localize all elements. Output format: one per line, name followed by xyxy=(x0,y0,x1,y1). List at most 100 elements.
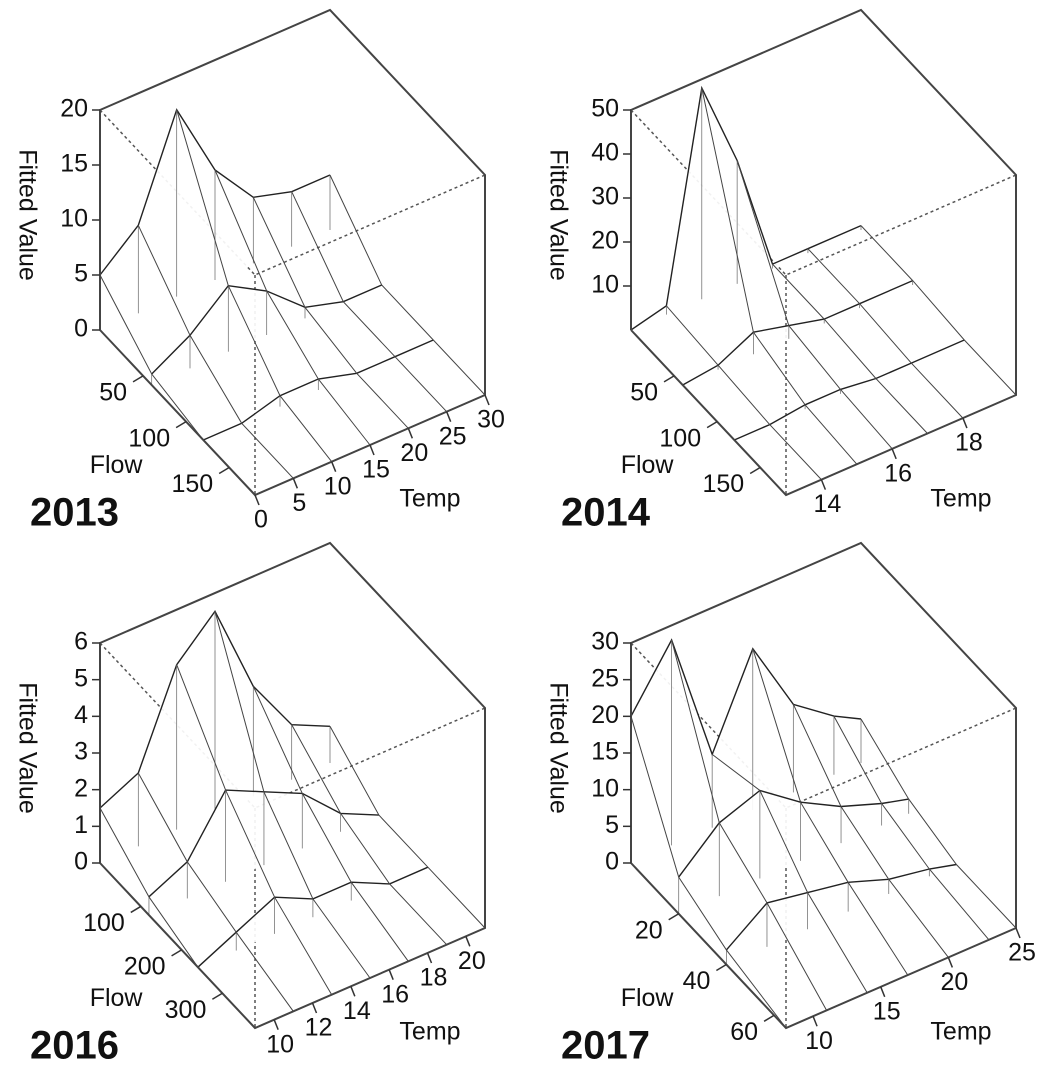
surface-column xyxy=(214,611,371,979)
x-tick xyxy=(820,479,827,490)
y-tick xyxy=(749,466,761,475)
x-tick xyxy=(273,1019,279,1030)
z-axis-label: Fitted Value xyxy=(544,682,572,814)
x-tick xyxy=(445,411,452,422)
y-tick xyxy=(218,466,230,475)
x-tick-label: 20 xyxy=(940,968,968,996)
x-tick-label: 18 xyxy=(955,429,983,457)
x-tick xyxy=(484,394,490,406)
y-tick xyxy=(763,1014,775,1022)
x-tick xyxy=(369,444,375,456)
x-axis-label: Temp xyxy=(930,485,991,513)
x-tick xyxy=(812,1015,818,1027)
x-tick-label: 0 xyxy=(254,506,268,534)
x-tick xyxy=(388,969,394,980)
y-axis-label: Flow xyxy=(621,451,675,479)
x-tick-label: 15 xyxy=(362,456,390,484)
x-tick-label: 18 xyxy=(420,964,448,992)
y-tick xyxy=(130,905,142,914)
x-tick-label: 10 xyxy=(805,1027,833,1055)
z-tick-label: 0 xyxy=(74,848,88,876)
y-tick xyxy=(211,992,223,1000)
z-tick-label: 3 xyxy=(74,738,88,766)
y-tick-label: 100 xyxy=(659,424,701,452)
z-tick-label: 5 xyxy=(605,811,619,839)
x-tick xyxy=(254,494,260,506)
x-tick xyxy=(947,957,954,968)
surface-column xyxy=(291,724,448,946)
z-tick-label: 2 xyxy=(74,774,88,802)
y-tick xyxy=(663,375,675,383)
x-tick-label: 16 xyxy=(381,980,409,1008)
surface-column xyxy=(701,87,858,465)
z-tick-label: 30 xyxy=(591,628,619,656)
x-tick-label: 30 xyxy=(477,406,505,434)
x-tick-label: 12 xyxy=(305,1014,333,1042)
surface-fill xyxy=(631,640,861,863)
y-tick-label: 200 xyxy=(124,952,166,980)
z-tick-label: 6 xyxy=(74,628,88,656)
x-tick-label: 15 xyxy=(873,997,901,1025)
surface-column xyxy=(711,754,868,993)
surface-column xyxy=(137,772,294,1012)
panel-title: 2013 xyxy=(30,491,119,535)
x-tick xyxy=(426,952,433,964)
surface-row xyxy=(734,339,965,441)
y-tick-label: 50 xyxy=(630,378,658,406)
panel-title: 2017 xyxy=(561,1024,650,1065)
surface-fill xyxy=(682,280,913,385)
x-tick xyxy=(350,986,356,997)
surface-fill xyxy=(726,864,957,965)
surface-column xyxy=(214,169,371,446)
y-tick xyxy=(175,421,187,429)
surface-column xyxy=(860,225,1017,396)
x-tick-label: 20 xyxy=(400,439,428,467)
x-tick-label: 25 xyxy=(439,422,467,450)
y-tick xyxy=(715,963,727,972)
surface-column xyxy=(176,664,333,995)
y-tick-label: 100 xyxy=(128,424,170,452)
z-tick-label: 20 xyxy=(591,227,619,255)
x-tick-label: 16 xyxy=(884,459,912,487)
x-axis-label: Temp xyxy=(930,1018,991,1046)
z-tick-label: 30 xyxy=(591,183,619,211)
surface-column xyxy=(736,160,893,450)
surface-column xyxy=(807,248,964,419)
x-tick xyxy=(311,1002,318,1014)
panel-title: 2016 xyxy=(30,1024,119,1065)
y-tick-label: 150 xyxy=(171,470,213,498)
x-tick-label: 14 xyxy=(343,997,371,1025)
z-tick-label: 1 xyxy=(74,811,88,839)
y-tick-label: 50 xyxy=(99,378,127,406)
surface-column xyxy=(329,174,486,396)
surface-column xyxy=(860,718,1017,929)
y-tick xyxy=(668,913,680,921)
y-tick xyxy=(171,949,182,957)
y-tick-label: 20 xyxy=(635,916,663,944)
y-tick xyxy=(132,375,144,383)
surface-column xyxy=(329,726,486,929)
y-tick-label: 40 xyxy=(683,967,711,995)
x-tick xyxy=(891,448,897,460)
z-tick-label: 0 xyxy=(74,315,88,343)
z-tick-label: 20 xyxy=(60,95,88,123)
z-tick-label: 10 xyxy=(591,271,619,299)
z-tick-label: 15 xyxy=(60,150,88,178)
surface-column xyxy=(630,716,787,1029)
panel: 0 5 10 15 20 25 30 20 40 60 10 15 20 25 Fitted Value Fl… xyxy=(544,541,1036,1065)
z-axis-label: Fitted Value xyxy=(13,149,41,281)
surface-column xyxy=(833,715,990,941)
x-tick-label: 20 xyxy=(458,947,486,975)
z-tick-label: 5 xyxy=(74,664,88,692)
panel-title: 2014 xyxy=(561,491,651,535)
y-axis-label: Flow xyxy=(90,451,144,479)
surface-column xyxy=(792,704,949,958)
x-tick xyxy=(407,428,414,439)
y-tick xyxy=(706,421,718,429)
surface-column xyxy=(252,686,409,962)
z-tick-label: 5 xyxy=(74,260,88,288)
x-tick xyxy=(330,461,337,472)
